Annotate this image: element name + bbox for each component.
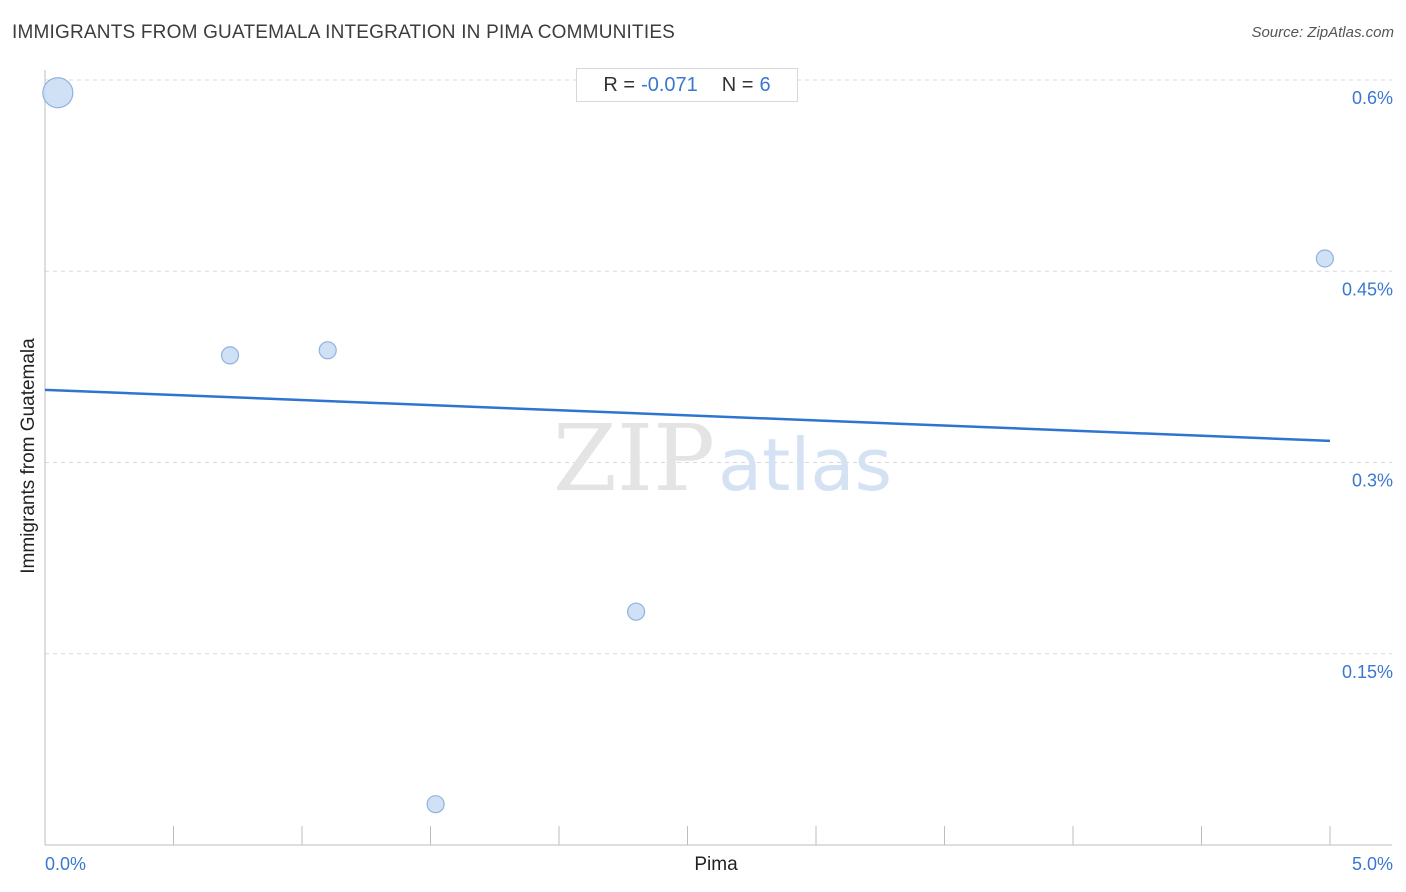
- y-tick-label: 0.6%: [1352, 88, 1393, 108]
- y-tick-label: 0.3%: [1352, 471, 1393, 491]
- x-axis-label: Pima: [694, 854, 738, 875]
- watermark: ZIP atlas: [553, 405, 892, 512]
- r-value: -0.071: [641, 73, 698, 96]
- trend-line: [44, 388, 1331, 443]
- trend-line-group: [44, 388, 1331, 443]
- y-tick-labels: 0.6% 0.45% 0.3% 0.15%: [1342, 88, 1393, 682]
- chart-title: IMMIGRANTS FROM GUATEMALA INTEGRATION IN…: [12, 22, 676, 43]
- data-point: [220, 346, 240, 365]
- data-point: [42, 77, 74, 109]
- x-tick-label: 5.0%: [1352, 854, 1393, 874]
- data-point: [1315, 249, 1334, 268]
- data-point: [426, 795, 445, 814]
- y-tick-label: 0.15%: [1342, 662, 1393, 682]
- x-tick-labels: 0.0% 5.0%: [45, 854, 1393, 874]
- x-tick-label: 0.0%: [45, 854, 86, 874]
- data-point: [318, 341, 337, 360]
- source-label: Source: ZipAtlas.com: [1251, 24, 1394, 41]
- r-label: R =: [603, 73, 636, 96]
- gridlines: [45, 79, 1392, 655]
- y-tick-label: 0.45%: [1342, 279, 1393, 299]
- n-value: 6: [759, 73, 771, 96]
- watermark-zip: ZIP: [553, 405, 715, 512]
- y-axis-label: Immigrants from Guatemala: [18, 338, 39, 574]
- data-point: [626, 602, 646, 621]
- data-points: [42, 77, 1334, 814]
- axes: [44, 70, 1392, 846]
- n-label: N =: [721, 73, 754, 96]
- correlation-stats-box: R = -0.071 N = 6: [576, 68, 798, 102]
- watermark-atlas: atlas: [718, 423, 892, 507]
